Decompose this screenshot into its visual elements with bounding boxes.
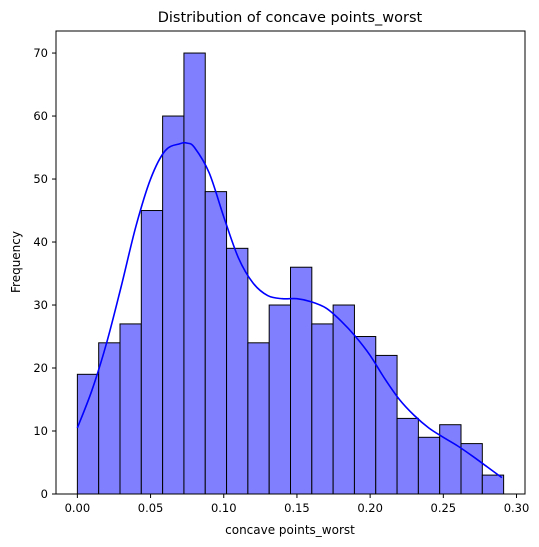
- x-tick-label: 0.25: [431, 501, 457, 515]
- histogram-bar: [76, 373, 100, 495]
- y-tick-label: 40: [33, 235, 48, 249]
- histogram-bar: [311, 323, 334, 495]
- histogram-bar: [140, 210, 164, 495]
- histogram-bar: [332, 304, 355, 495]
- y-axis-ticks: 0 10 20 30 40 50 60 70: [33, 46, 56, 501]
- histogram-bar: [417, 436, 441, 495]
- chart-title: Distribution of concave points_worst: [158, 10, 423, 26]
- histogram-bar: [204, 191, 228, 495]
- histogram-bar: [375, 354, 398, 495]
- y-tick-label: 0: [41, 487, 48, 501]
- x-tick-label: 0.00: [65, 501, 91, 515]
- y-tick-label: 30: [33, 298, 48, 312]
- histogram-bar: [183, 52, 206, 495]
- histogram-bar: [396, 417, 419, 495]
- x-axis-ticks: 0.00 0.05 0.10 0.15 0.20 0.25 0.30: [65, 494, 530, 515]
- bars-group: [76, 52, 505, 495]
- x-tick-label: 0.20: [357, 501, 383, 515]
- y-tick-label: 70: [33, 46, 48, 60]
- y-tick-label: 60: [33, 109, 48, 123]
- histogram-bar: [226, 247, 249, 495]
- y-tick-label: 20: [33, 361, 48, 375]
- histogram-bar: [119, 323, 142, 495]
- histogram-bar: [268, 304, 291, 495]
- y-tick-label: 50: [33, 172, 48, 186]
- x-tick-label: 0.05: [138, 501, 164, 515]
- y-tick-label: 10: [33, 424, 48, 438]
- histogram-bar: [247, 342, 270, 495]
- histogram-bar: [439, 424, 462, 495]
- histogram-bar: [481, 474, 505, 495]
- kde-curve: [76, 141, 503, 479]
- histogram-bar: [162, 115, 185, 495]
- histogram-bar: [98, 342, 121, 495]
- x-tick-label: 0.15: [284, 501, 310, 515]
- x-axis-label: concave points_worst: [225, 523, 355, 537]
- y-axis-label: Frequency: [9, 231, 23, 293]
- plot-frame: [55, 30, 526, 495]
- x-tick-label: 0.30: [504, 501, 530, 515]
- x-tick-label: 0.10: [211, 501, 237, 515]
